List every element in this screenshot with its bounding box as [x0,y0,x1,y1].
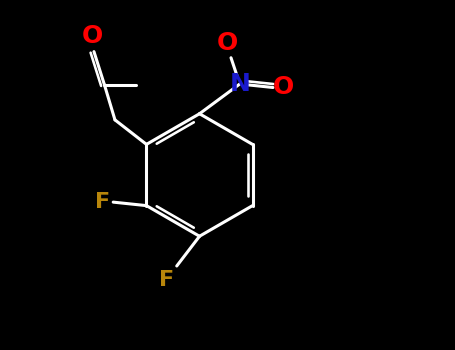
Text: N: N [229,72,250,96]
Text: O: O [217,31,238,55]
Text: F: F [159,270,174,290]
Text: O: O [81,24,103,48]
Text: O: O [273,76,294,99]
Text: F: F [95,192,110,212]
